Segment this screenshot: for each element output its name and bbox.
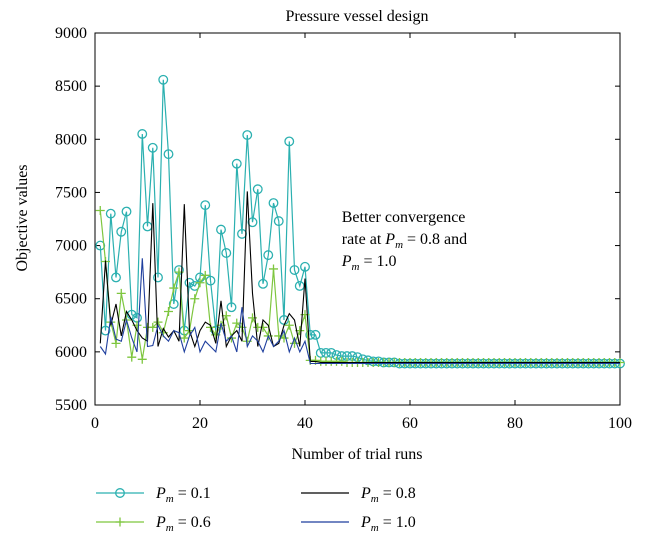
data-point [158,74,169,85]
legend-marker [115,488,125,498]
data-point [337,356,347,366]
data-point [190,294,200,304]
data-point [200,200,211,211]
data-point [305,329,316,340]
data-point [121,206,132,217]
data-point [221,248,232,258]
data-point [279,333,289,343]
data-point [268,198,279,209]
legend-item-2: Pm = 0.8 [301,485,416,505]
legend-item-3: Pm = 1.0 [301,514,416,534]
data-point [290,338,299,348]
data-point [111,338,121,348]
data-point [116,226,127,237]
data-point [258,322,268,332]
legend-label: Pm = 1.0 [360,514,416,534]
x-tick-label: 0 [91,415,99,432]
series-line [99,258,620,365]
data-point [242,130,253,140]
data-point [148,322,158,332]
data-point [164,306,173,316]
legend-label: Pm = 0.8 [360,485,416,505]
data-point [273,216,284,227]
annotation-line: Pm = 1.0 [341,253,397,273]
data-point [111,272,121,283]
data-point [137,129,148,139]
data-point [300,261,310,272]
legend-label: Pm = 0.1 [155,485,211,505]
y-tick-label: 8000 [55,131,87,148]
y-tick-label: 8500 [55,78,87,95]
data-point [200,270,210,280]
data-point [116,288,126,298]
data-point [127,352,137,362]
data-point [95,205,105,215]
y-tick-label: 7000 [55,238,87,255]
data-point [284,320,294,330]
data-point [310,329,321,340]
data-point [137,354,147,364]
data-point [105,208,116,219]
data-point [258,278,268,289]
data-point [195,278,205,288]
series-2 [99,191,620,364]
data-point [216,224,226,235]
legend: Pm = 0.1 Pm = 0.6 Pm = 0.8 Pm = 1.0 [96,485,416,534]
data-point [184,277,195,288]
series-line [99,191,620,364]
data-point [169,283,179,293]
series-3 [99,258,620,365]
annotation: Better convergence rate at Pm = 0.8 andPm… [341,209,467,273]
data-point [168,299,179,309]
data-point [269,264,278,274]
y-tick-label: 6500 [55,291,87,308]
chart-title: Pressure vessel design [285,8,428,25]
legend-marker [115,517,125,527]
data-point [95,240,106,251]
x-tick-label: 40 [297,415,313,432]
x-tick-label: 100 [608,415,632,432]
data-point [284,136,295,147]
data-point [147,142,158,153]
data-point [231,158,242,169]
y-tick-label: 5500 [55,397,87,414]
x-tick-label: 20 [192,415,208,432]
data-point [226,302,237,313]
annotation-line: Better convergence [342,209,466,226]
x-axis-label: Number of trial runs [291,446,422,463]
data-point [206,322,215,332]
y-tick-label: 9000 [55,25,87,42]
data-point [153,272,163,283]
data-point [227,333,236,343]
data-point [248,313,257,323]
legend-item-0: Pm = 0.1 [96,485,211,505]
legend-label: Pm = 0.6 [155,514,211,534]
x-tick-label: 60 [402,415,418,432]
y-axis-label: Objective values [14,164,31,271]
data-point [163,149,174,160]
data-point [252,184,263,195]
x-tick-label: 80 [507,415,523,432]
data-point [179,333,189,343]
axes-frame [94,32,621,406]
data-point [247,217,258,228]
data-point [263,250,274,261]
data-point [289,265,300,275]
plot-area: 0 20 40 60 80 100 5500 6000 6500 7000 7500 8000 8500… [55,25,632,432]
legend-item-1: Pm = 0.6 [96,514,211,534]
y-tick-label: 6000 [55,344,87,361]
annotation-line: rate at Pm = 0.8 and [342,231,467,251]
y-tick-label: 7500 [55,184,87,201]
